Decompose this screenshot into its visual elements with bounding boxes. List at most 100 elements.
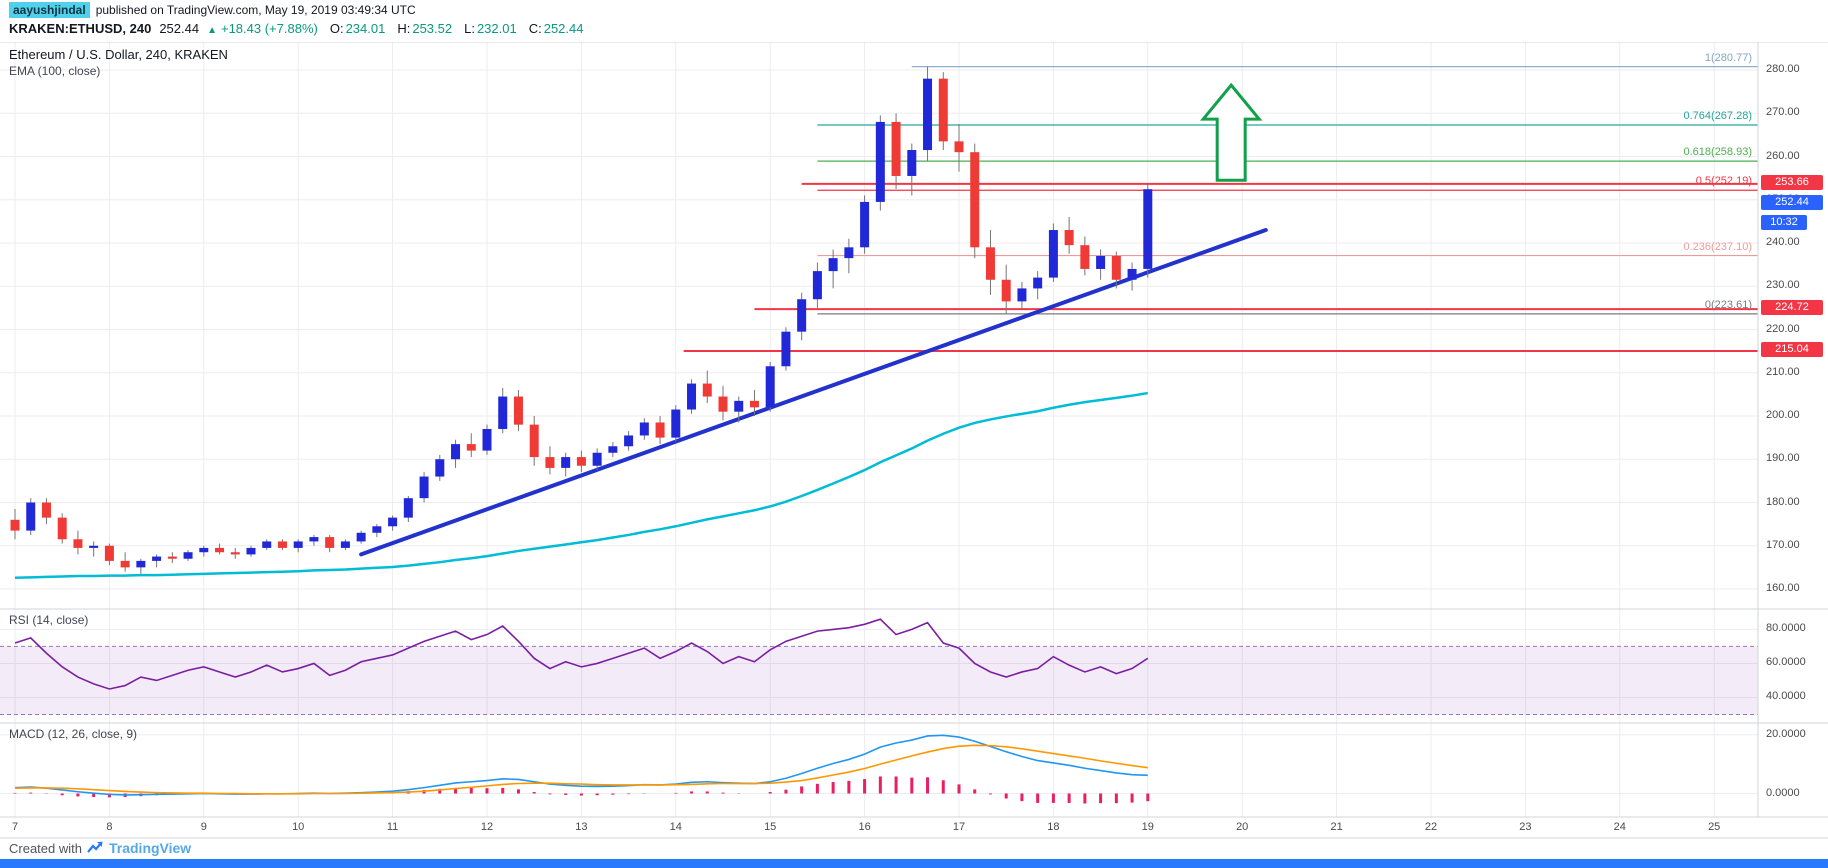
macd-histogram-bar — [800, 786, 804, 794]
macd-histogram-bar — [815, 783, 819, 794]
macd-histogram-bar — [690, 791, 694, 794]
macd-histogram-bar — [454, 787, 458, 794]
macd-histogram-bar — [988, 793, 992, 795]
macd-histogram-bar — [1114, 793, 1118, 804]
candle — [277, 539, 287, 551]
candle — [702, 370, 712, 404]
footer: Created with TradingView — [9, 840, 191, 856]
candle — [529, 416, 539, 466]
macd-histogram-bar — [721, 792, 725, 794]
candle — [325, 534, 335, 553]
macd-histogram-bar — [863, 779, 867, 794]
candle — [576, 450, 586, 473]
up-arrow-annotation[interactable] — [1200, 82, 1263, 182]
candle — [183, 550, 193, 561]
ema-line — [14, 391, 1149, 580]
macd-histogram-bar — [29, 792, 33, 794]
macd-histogram-bar — [1020, 793, 1024, 802]
candle — [199, 545, 209, 557]
candle — [309, 534, 319, 546]
rsi-legend: RSI (14, close) — [9, 613, 89, 627]
candle — [765, 361, 775, 412]
tradingview-logo-icon — [87, 840, 103, 853]
candle — [57, 513, 67, 544]
candle — [1017, 281, 1027, 311]
candle — [1048, 223, 1058, 282]
candle — [592, 448, 602, 471]
up-triangle-icon: ▲ — [207, 25, 217, 36]
close-label: C: — [528, 21, 542, 36]
macd-histogram-bar — [973, 789, 977, 794]
tradingview-brand-link[interactable]: TradingView — [108, 840, 192, 856]
macd-histogram-bar — [595, 793, 599, 796]
rsi-band — [0, 646, 1758, 715]
candle — [1033, 271, 1043, 300]
candle — [435, 454, 445, 481]
candle — [797, 292, 807, 341]
candle — [451, 439, 461, 468]
symbol-info-bar: KRAKEN:ETHUSD, 240 252.44 ▲ +18.43 (+7.8… — [9, 21, 583, 36]
macd-histogram-bar — [1051, 793, 1055, 803]
candle — [230, 547, 240, 559]
candle — [1001, 264, 1011, 314]
candle — [781, 327, 791, 371]
macd-histogram-bar — [847, 780, 851, 794]
rsi-line — [14, 618, 1149, 690]
candle — [41, 498, 51, 525]
candle — [482, 424, 492, 455]
macd-histogram-bar — [926, 777, 930, 794]
candle — [1064, 217, 1074, 254]
candle — [26, 498, 36, 535]
candle — [73, 530, 83, 555]
candle — [1096, 249, 1106, 280]
macd-histogram-bar — [60, 793, 64, 796]
macd-histogram-bar — [501, 787, 505, 794]
trendline[interactable] — [359, 228, 1268, 557]
macd-legend: MACD (12, 26, close, 9) — [9, 727, 138, 741]
macd-histogram-bar — [485, 788, 489, 794]
candle — [718, 385, 728, 421]
macd-histogram-bar — [76, 793, 80, 797]
snapshot-header: aayushjindal published on TradingView.co… — [0, 0, 1828, 42]
macd-histogram-bar — [1130, 793, 1134, 803]
candle — [372, 524, 382, 538]
candle — [152, 554, 162, 568]
macd-histogram-bar — [784, 789, 788, 794]
candle — [812, 262, 822, 308]
ohlc-high: H: 253.52 — [397, 21, 452, 36]
macd-histogram-bar — [910, 777, 914, 794]
candle — [340, 539, 350, 551]
candle — [561, 452, 571, 477]
candle — [89, 541, 99, 557]
macd-signal-line — [14, 744, 1148, 795]
open-label: O: — [329, 21, 344, 36]
candle — [655, 416, 665, 445]
candle — [466, 433, 476, 458]
candle — [844, 238, 854, 274]
ema-legend: EMA (100, close) — [9, 64, 101, 78]
candle — [120, 552, 130, 572]
macd-histogram-bar — [831, 782, 835, 794]
candle — [293, 539, 303, 553]
macd-histogram-bar — [894, 776, 898, 794]
candle — [1127, 262, 1137, 291]
candle — [136, 558, 146, 574]
candle — [923, 66, 933, 161]
close-value: 252.44 — [543, 21, 584, 36]
candle — [167, 552, 177, 564]
macd-histogram-bar — [516, 789, 520, 794]
candle — [985, 230, 995, 295]
author-link[interactable]: aayushjindal — [9, 2, 90, 18]
pane-title-main: Ethereum / U.S. Dollar, 240, KRAKEN — [9, 47, 228, 62]
macd-histogram-bar — [941, 780, 945, 794]
candle — [875, 115, 885, 211]
candle — [419, 472, 429, 503]
macd-histogram-bar — [1036, 793, 1040, 803]
macd-histogram-bar — [564, 793, 568, 795]
candle — [1080, 236, 1090, 276]
macd-histogram-bar — [1067, 793, 1071, 803]
macd-histogram-bar — [1004, 793, 1008, 799]
candle — [246, 545, 256, 557]
candle — [624, 431, 634, 451]
